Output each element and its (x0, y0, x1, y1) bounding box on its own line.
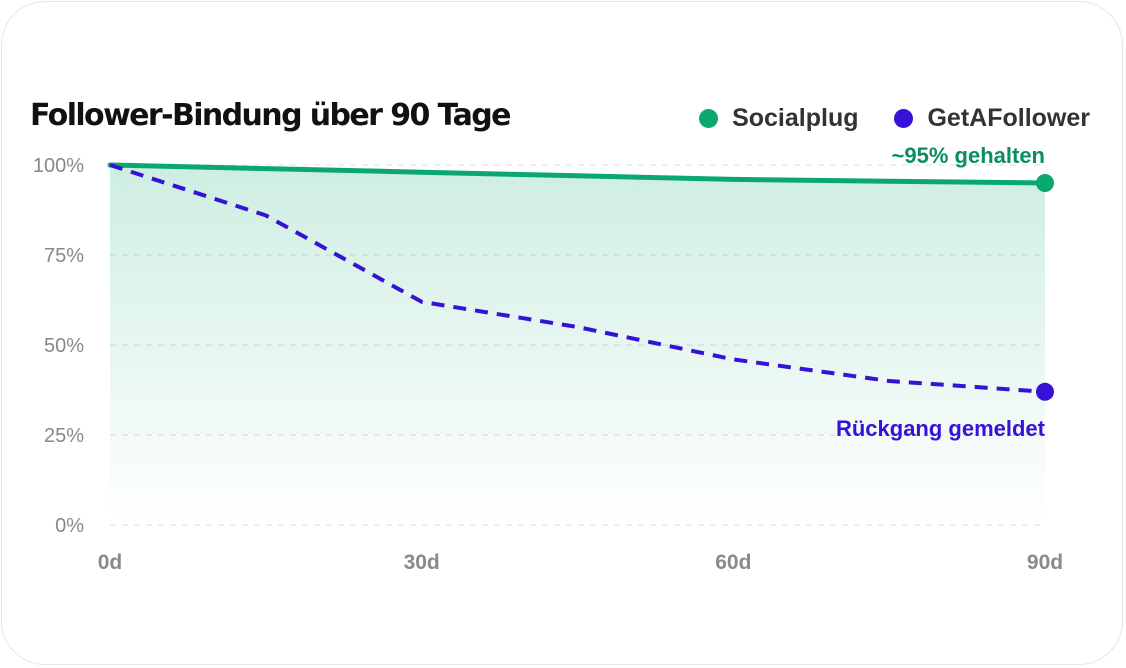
annotation-getafollower: Rückgang gemeldet (836, 416, 1046, 441)
area-socialplug (110, 165, 1045, 525)
legend-dot-getafollower (894, 109, 914, 128)
series-lines (107, 162, 1048, 394)
x-tick-label: 60d (715, 551, 751, 574)
series-line-socialplug (107, 162, 1048, 186)
legend-item-getafollower: GetAFollower (894, 104, 1090, 133)
legend-item-socialplug: Socialplug (699, 104, 858, 133)
x-tick-label: 30d (404, 551, 440, 574)
y-tick-label: 100% (33, 155, 84, 177)
x-tick-label: 90d (1027, 551, 1063, 574)
legend-dot-socialplug (699, 109, 719, 128)
chart-legend: Socialplug GetAFollower (699, 104, 1090, 133)
annotations: ~95% gehalten Rückgang gemeldet (836, 143, 1046, 441)
end-points (1036, 174, 1054, 401)
area-layer (110, 165, 1045, 525)
series-line-getafollower (109, 163, 1046, 394)
y-tick-label: 25% (44, 425, 84, 447)
annotation-socialplug: ~95% gehalten (892, 143, 1045, 168)
end-point-socialplug (1036, 174, 1054, 192)
y-tick-label: 0% (55, 515, 84, 537)
y-tick-label: 75% (44, 245, 84, 267)
chart-title: Follower-Bindung über 90 Tage (30, 98, 511, 133)
x-tick-label: 0d (98, 551, 123, 574)
legend-label-socialplug: Socialplug (732, 104, 859, 132)
y-tick-label: 50% (44, 335, 84, 357)
legend-label-getafollower: GetAFollower (927, 104, 1090, 132)
axis-ticks: 0% 25% 50% 75% 100% 0d 30d 60d 90d (33, 155, 1063, 574)
end-point-getafollower (1036, 382, 1054, 401)
